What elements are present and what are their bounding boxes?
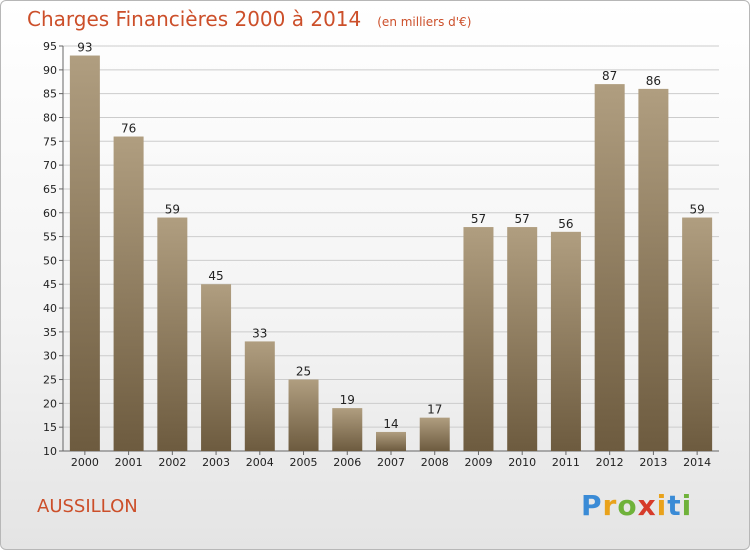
value-label: 17: [427, 403, 442, 417]
bar-2007: [376, 431, 406, 451]
x-tick-label: 2011: [552, 456, 580, 469]
x-tick-label: 2010: [508, 456, 536, 469]
x-tick-label: 2000: [71, 456, 99, 469]
bar-2005: [288, 379, 319, 451]
bar-2001: [113, 136, 144, 451]
x-tick-label: 2006: [333, 456, 361, 469]
y-tick-label: 45: [43, 278, 57, 291]
value-label: 86: [646, 74, 661, 88]
x-tick-label: 2009: [464, 456, 492, 469]
value-label: 57: [515, 212, 530, 226]
y-tick-label: 25: [43, 374, 57, 387]
y-tick-label: 65: [43, 183, 57, 196]
x-tick-label: 2003: [202, 456, 230, 469]
bar-2000: [69, 55, 100, 451]
chart-title: Charges Financières 2000 à 2014 (en milli…: [27, 7, 471, 31]
y-tick-label: 75: [43, 135, 57, 148]
value-label: 19: [340, 393, 355, 407]
value-label: 76: [121, 122, 136, 136]
x-tick-label: 2002: [158, 456, 186, 469]
value-label: 25: [296, 365, 311, 379]
bar-2009: [463, 227, 494, 451]
y-tick-label: 10: [43, 445, 57, 458]
x-tick-label: 2013: [639, 456, 667, 469]
value-label: 45: [208, 269, 223, 283]
bar-2010: [507, 227, 538, 451]
y-tick-label: 90: [43, 64, 57, 77]
y-tick-label: 40: [43, 302, 57, 315]
x-tick-label: 2001: [115, 456, 143, 469]
value-label: 87: [602, 69, 617, 83]
subtitle-text: (en milliers d'€): [377, 15, 472, 29]
y-tick-label: 50: [43, 254, 57, 267]
y-tick-label: 60: [43, 207, 57, 220]
bar-2014: [682, 217, 713, 451]
value-label: 59: [165, 203, 180, 217]
x-tick-label: 2007: [377, 456, 405, 469]
y-tick-label: 15: [43, 421, 57, 434]
bar-2012: [594, 84, 625, 451]
bar-2008: [419, 417, 450, 451]
commune-name: AUSSILLON: [37, 496, 138, 517]
bar-2006: [332, 408, 363, 451]
x-tick-label: 2014: [683, 456, 711, 469]
x-tick-label: 2005: [290, 456, 318, 469]
y-tick-label: 80: [43, 111, 57, 124]
proxiti-logo: Proxiti: [581, 489, 693, 522]
y-tick-label: 85: [43, 88, 57, 101]
value-label: 57: [471, 212, 486, 226]
y-tick-label: 95: [43, 40, 57, 53]
value-label: 59: [689, 203, 704, 217]
bar-2013: [638, 88, 669, 451]
y-tick-label: 55: [43, 231, 57, 244]
bars: [69, 55, 713, 451]
bar-2011: [550, 231, 581, 451]
y-tick-label: 20: [43, 397, 57, 410]
y-tick-label: 70: [43, 159, 57, 172]
x-tick-label: 2004: [246, 456, 274, 469]
value-label: 14: [383, 417, 398, 431]
bar-2004: [244, 341, 275, 451]
title-text: Charges Financières 2000 à 2014: [27, 7, 362, 31]
bar-2003: [201, 284, 232, 451]
value-label: 33: [252, 326, 267, 340]
labels: 93 2000 76 2001 59 2002 45 2003 33 2004 25 2005 19 20…: [71, 41, 711, 469]
y-tick-label: 35: [43, 326, 57, 339]
value-label: 93: [77, 41, 92, 55]
x-tick-label: 2008: [421, 456, 449, 469]
bar-2002: [157, 217, 188, 451]
value-label: 56: [558, 217, 573, 231]
x-tick-label: 2012: [596, 456, 624, 469]
y-tick-label: 30: [43, 350, 57, 363]
